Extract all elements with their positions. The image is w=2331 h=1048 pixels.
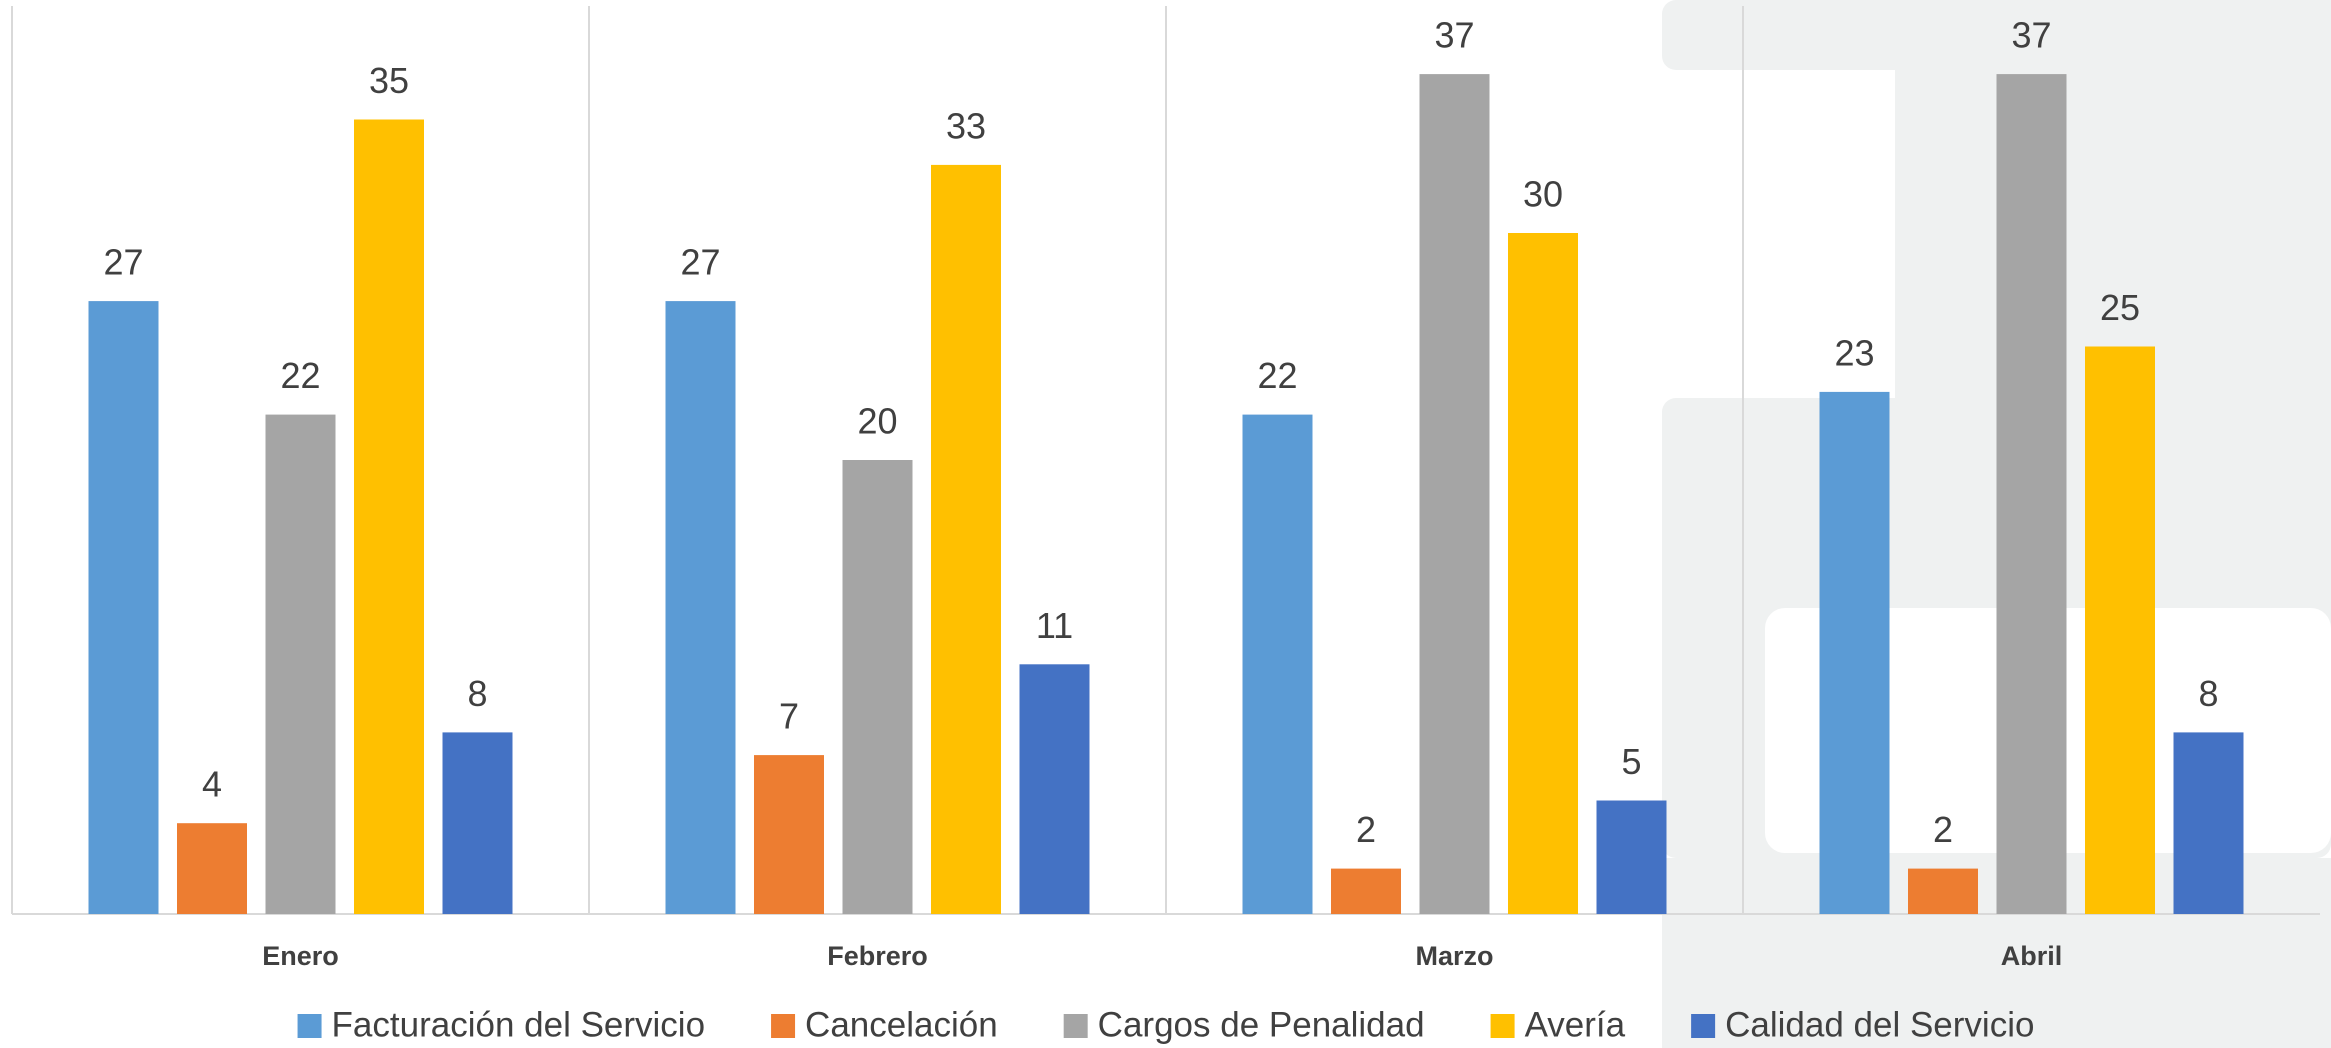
bar	[842, 460, 913, 914]
bar	[1331, 868, 1401, 914]
bar	[2173, 732, 2244, 914]
bar	[1819, 391, 1890, 914]
value-label: 5	[1621, 741, 1641, 782]
bar	[88, 301, 159, 915]
value-label: 11	[1036, 605, 1073, 646]
x-tick-label: Marzo	[1415, 941, 1493, 971]
bar	[2085, 346, 2155, 914]
bar	[1996, 74, 2067, 915]
value-label: 27	[680, 242, 720, 283]
legend-swatch	[1691, 1014, 1716, 1038]
legend-swatch	[1063, 1014, 1088, 1038]
bar	[754, 755, 824, 914]
bar	[354, 119, 424, 914]
bar	[665, 301, 736, 915]
bar	[1908, 868, 1978, 914]
value-label: 25	[2100, 287, 2140, 328]
value-label: 30	[1523, 174, 1563, 215]
legend-label: Cargos de Penalidad	[1098, 1005, 1425, 1044]
legend-swatch	[1490, 1014, 1515, 1038]
value-label: 2	[1933, 809, 1953, 850]
value-label: 2	[1356, 809, 1376, 850]
legend-label: Calidad del Servicio	[1725, 1005, 2034, 1044]
bar	[1419, 74, 1490, 915]
legend-label: Avería	[1525, 1005, 1626, 1044]
x-tick-label: Febrero	[827, 941, 928, 971]
bar	[931, 164, 1001, 914]
value-label: 22	[1257, 355, 1297, 396]
legend-label: Facturación del Servicio	[332, 1005, 706, 1044]
value-label: 22	[280, 355, 320, 396]
value-label: 33	[946, 105, 986, 146]
value-label: 8	[467, 673, 487, 714]
value-label: 37	[1434, 15, 1474, 56]
bar	[177, 823, 247, 914]
bar	[1596, 800, 1667, 914]
value-label: 4	[202, 764, 222, 805]
legend-label: Cancelación	[805, 1005, 998, 1044]
value-label: 20	[857, 401, 897, 442]
bar	[265, 414, 336, 914]
x-tick-label: Enero	[262, 941, 339, 971]
value-label: 23	[1834, 332, 1874, 373]
value-label: 8	[2198, 673, 2218, 714]
value-label: 37	[2011, 15, 2051, 56]
bar	[1242, 414, 1313, 914]
value-label: 7	[779, 696, 799, 737]
bar	[442, 732, 513, 914]
legend-swatch	[297, 1014, 322, 1038]
value-label: 35	[369, 60, 409, 101]
bar	[1019, 664, 1090, 914]
x-tick-label: Abril	[2001, 941, 2063, 971]
value-label: 27	[103, 242, 143, 283]
bar	[1508, 233, 1578, 914]
legend-swatch	[771, 1014, 796, 1038]
